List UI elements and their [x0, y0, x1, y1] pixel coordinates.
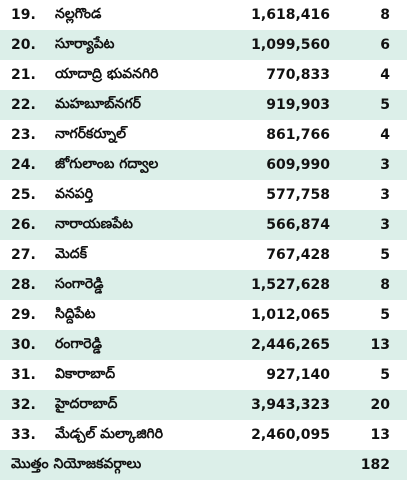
row-number: 33.	[11, 427, 36, 443]
population: 609,990	[266, 157, 330, 173]
seat-count: 5	[380, 97, 390, 113]
district-name: మహబూబ్‌నగర్	[55, 95, 141, 112]
seat-count: 8	[380, 7, 390, 23]
population: 577,758	[266, 187, 330, 203]
district-name: సూర్యాపేట	[55, 35, 115, 52]
row-number: 27.	[11, 247, 36, 263]
population: 1,012,065	[251, 307, 330, 323]
row-number: 24.	[11, 157, 36, 173]
table-row: 32. హైదరాబాద్ 3,943,323 20	[0, 390, 407, 420]
table-row: 25. వనపర్తి 577,758 3	[0, 180, 407, 210]
district-name: జోగులాంబ గద్వాల	[55, 155, 159, 172]
total-seats: 182	[360, 457, 390, 473]
seat-count: 6	[380, 37, 390, 53]
seat-count: 3	[380, 157, 390, 173]
seat-count: 5	[380, 367, 390, 383]
seat-count: 13	[370, 427, 390, 443]
district-name: సిద్దిపేట	[55, 305, 96, 322]
district-name: నల్లగొండ	[55, 5, 102, 22]
population: 919,903	[266, 97, 330, 113]
table-row: 29. సిద్దిపేట 1,012,065 5	[0, 300, 407, 330]
district-name: వనపర్తి	[55, 185, 94, 202]
seat-count: 5	[380, 307, 390, 323]
district-name: మేడ్చల్ మల్కాజిగిరి	[55, 425, 164, 442]
population: 770,833	[266, 67, 330, 83]
row-number: 22.	[11, 97, 36, 113]
seat-count: 5	[380, 247, 390, 263]
row-number: 31.	[11, 367, 36, 383]
seat-count: 4	[380, 127, 390, 143]
population: 927,140	[266, 367, 330, 383]
population: 1,099,560	[251, 37, 330, 53]
district-name: వికారాబాద్	[55, 365, 116, 382]
row-number: 26.	[11, 217, 36, 233]
table-row: 33. మేడ్చల్ మల్కాజిగిరి 2,460,095 13	[0, 420, 407, 450]
population: 2,446,265	[251, 337, 330, 353]
population: 566,874	[266, 217, 330, 233]
population: 767,428	[266, 247, 330, 263]
population: 1,527,628	[251, 277, 330, 293]
seat-count: 4	[380, 67, 390, 83]
population: 3,943,323	[251, 397, 330, 413]
row-number: 32.	[11, 397, 36, 413]
table-row: 31. వికారాబాద్ 927,140 5	[0, 360, 407, 390]
table-row: 20. సూర్యాపేట 1,099,560 6	[0, 30, 407, 60]
table-row: 28. సంగారెడ్డి 1,527,628 8	[0, 270, 407, 300]
seat-count: 3	[380, 187, 390, 203]
seat-count: 3	[380, 217, 390, 233]
district-name: యాదాద్రి భువనగిరి	[55, 65, 159, 82]
district-name: రంగారెడ్డి	[55, 335, 102, 352]
row-number: 29.	[11, 307, 36, 323]
seat-count: 13	[370, 337, 390, 353]
table-row: 19. నల్లగొండ 1,618,416 8	[0, 0, 407, 30]
row-number: 30.	[11, 337, 36, 353]
seat-count: 8	[380, 277, 390, 293]
table-row: 21. యాదాద్రి భువనగిరి 770,833 4	[0, 60, 407, 90]
row-number: 19.	[11, 7, 36, 23]
population: 1,618,416	[251, 7, 330, 23]
district-name: మెదక్	[55, 245, 88, 262]
total-row: మొత్తం నియోజకవర్గాలు 182	[0, 450, 407, 480]
table-row: 23. నాగర్‌కర్నూల్ 861,766 4	[0, 120, 407, 150]
row-number: 25.	[11, 187, 36, 203]
row-number: 20.	[11, 37, 36, 53]
table-row: 26. నారాయణపేట 566,874 3	[0, 210, 407, 240]
table-row: 22. మహబూబ్‌నగర్ 919,903 5	[0, 90, 407, 120]
population: 861,766	[266, 127, 330, 143]
table-row: 27. మెదక్ 767,428 5	[0, 240, 407, 270]
district-name: హైదరాబాద్	[55, 395, 118, 412]
table-row: 30. రంగారెడ్డి 2,446,265 13	[0, 330, 407, 360]
seat-count: 20	[370, 397, 390, 413]
row-number: 28.	[11, 277, 36, 293]
table-body: 19. నల్లగొండ 1,618,416 8 20. సూర్యాపేట 1…	[0, 0, 407, 450]
district-name: సంగారెడ్డి	[55, 275, 104, 292]
row-number: 23.	[11, 127, 36, 143]
total-label: మొత్తం నియోజకవర్గాలు	[11, 455, 142, 472]
table-row: 24. జోగులాంబ గద్వాల 609,990 3	[0, 150, 407, 180]
district-name: నాగర్‌కర్నూల్	[55, 125, 127, 142]
row-number: 21.	[11, 67, 36, 83]
district-name: నారాయణపేట	[55, 215, 133, 232]
population: 2,460,095	[251, 427, 330, 443]
